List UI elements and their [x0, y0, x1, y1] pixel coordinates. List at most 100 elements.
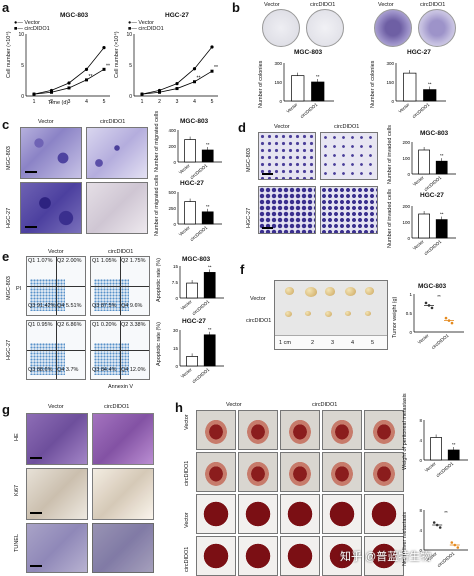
- flow-q1: Q1 0.20%: [92, 322, 117, 328]
- x-tick-label: 4: [85, 99, 88, 103]
- chart-h-top-ylabel: Weight of peritoneal metastasis: [402, 393, 408, 470]
- y-tick-label: 150: [386, 80, 394, 85]
- scale-bar: [30, 512, 42, 514]
- data-point: [102, 67, 106, 71]
- y-tick-label: 8: [419, 418, 422, 423]
- mouse-photo: [280, 452, 320, 492]
- legend-a-right: ●— Vector ■— circDIDO1: [128, 20, 164, 32]
- y-tick-label: 200: [168, 144, 176, 149]
- migration-image: [86, 127, 148, 179]
- tumor-sample: [345, 287, 356, 297]
- colony-plate: [418, 9, 456, 47]
- chart-a-right: 1 2 3 4 5 0 5 10 ** **: [126, 32, 218, 103]
- bar-circDIDO1: [423, 89, 437, 102]
- y-tick-label: 4: [419, 438, 422, 443]
- x-tick-label: Vector: [397, 102, 410, 114]
- chart-a-left-title: MGC-803: [60, 12, 89, 19]
- h-row-label-1: Vector: [184, 414, 190, 430]
- chart-d-bottom-ylabel: Number of invaded cells: [387, 188, 393, 248]
- bar-Vector: [403, 72, 417, 102]
- ruler-mark: 2: [311, 340, 315, 346]
- tumor-sample: [365, 287, 374, 295]
- chart-f-title: MGC-803: [418, 283, 447, 290]
- e-col-label-circ: circDIDO1: [108, 249, 134, 255]
- y-tick-label: 100: [402, 156, 410, 161]
- flow-q3: Q3 88.6%: [28, 367, 53, 373]
- tumor-sample: [325, 287, 335, 296]
- x-tick-label: circDIDO1: [191, 367, 210, 384]
- invasion-image: [258, 132, 316, 180]
- histology-image: [26, 468, 88, 520]
- data-point: [140, 92, 144, 96]
- e-row-label-hgc: HGC-27: [6, 339, 12, 360]
- data-point: [447, 319, 451, 322]
- mouse-photo: [364, 452, 404, 492]
- tumor-sample: [285, 311, 292, 317]
- x-tick-label: circDIDO1: [435, 461, 454, 478]
- flow-q4: Q4 3.7%: [57, 367, 79, 373]
- x-tick-label: Vector: [178, 225, 191, 237]
- y-tick-label: 0.5: [406, 311, 413, 316]
- chart-a-right-ylabel: Cell number (×10⁴): [114, 31, 120, 78]
- chart-c-top-ylabel: Number of migrated cells: [154, 110, 160, 172]
- e-row-label-mgc: MGC-803: [6, 276, 12, 300]
- x-tick-label: 3: [176, 99, 179, 103]
- chart-a-right-title: HGC-27: [165, 12, 189, 19]
- c-col-label-vector: Vector: [38, 119, 54, 125]
- mouse-photo: [280, 410, 320, 450]
- bar-Vector: [418, 213, 430, 239]
- x-tick-label: circDIDO1: [411, 102, 430, 119]
- x-tick-label: Vector: [412, 239, 425, 251]
- flow-plot: Q1 0.95% Q2 6.86% Q3 88.6% Q4 3.7%: [26, 320, 86, 380]
- bar-Vector: [291, 75, 305, 102]
- ruler-mark: 5: [371, 340, 375, 346]
- flow-q3: Q3 84.4%: [92, 367, 117, 373]
- g-row-label-ki67: Ki67: [14, 484, 20, 496]
- bar-Vector: [184, 139, 196, 163]
- flow-q3: Q3 91.42%: [28, 303, 56, 309]
- data-point: [175, 87, 179, 91]
- b-plate-label-vector-2: Vector: [378, 2, 394, 8]
- liver-photo: [238, 494, 278, 534]
- x-tick-label: Vector: [180, 367, 193, 379]
- significance-label: **: [428, 82, 432, 87]
- y-tick-label: 200: [402, 204, 410, 209]
- bar-circDIDO1: [435, 219, 448, 239]
- f-row-label-circ: circDIDO1: [246, 318, 272, 324]
- invasion-image: [258, 186, 316, 234]
- liver-photo: [322, 494, 362, 534]
- significance-label: **: [206, 204, 210, 209]
- significance-label: **: [208, 264, 212, 269]
- flow-q2: Q2 6.86%: [57, 322, 82, 328]
- significance-label: **: [444, 510, 448, 515]
- y-tick-label: 0: [419, 548, 422, 553]
- b-plate-label-vector-1: Vector: [264, 2, 280, 8]
- d-col-label-vector: Vector: [274, 124, 290, 130]
- bar-circDIDO1: [201, 211, 214, 225]
- y-tick-label: 10: [18, 32, 24, 38]
- significance-label: **: [440, 153, 444, 158]
- y-tick-label: 0: [391, 99, 394, 104]
- tumor-photo: 1 cm 2 3 4 5: [274, 280, 388, 350]
- flow-q4: Q4 12.0%: [121, 367, 146, 373]
- c-col-label-circ: circDIDO1: [100, 119, 126, 125]
- watermark: 知乎 @普蓝特生物: [340, 551, 432, 563]
- g-col-label-vector: Vector: [48, 404, 64, 410]
- flow-q1: Q1 1.05%: [92, 258, 117, 264]
- c-row-label-mgc: MGC-803: [6, 146, 12, 170]
- histology-image: [92, 523, 154, 573]
- panel-label-g: g: [2, 402, 10, 417]
- y-tick-label: 5: [129, 63, 132, 69]
- y-tick-label: 200: [402, 140, 410, 145]
- y-tick-label: 100: [402, 220, 410, 225]
- bar-circDIDO1: [435, 160, 448, 175]
- f-row-label-vector: Vector: [250, 296, 266, 302]
- x-tick-label: 1: [141, 99, 144, 103]
- x-tick-label: Vector: [417, 333, 430, 345]
- bar-Vector: [184, 201, 196, 225]
- y-tick-label: 0: [173, 222, 176, 227]
- significance-label: **: [452, 442, 456, 447]
